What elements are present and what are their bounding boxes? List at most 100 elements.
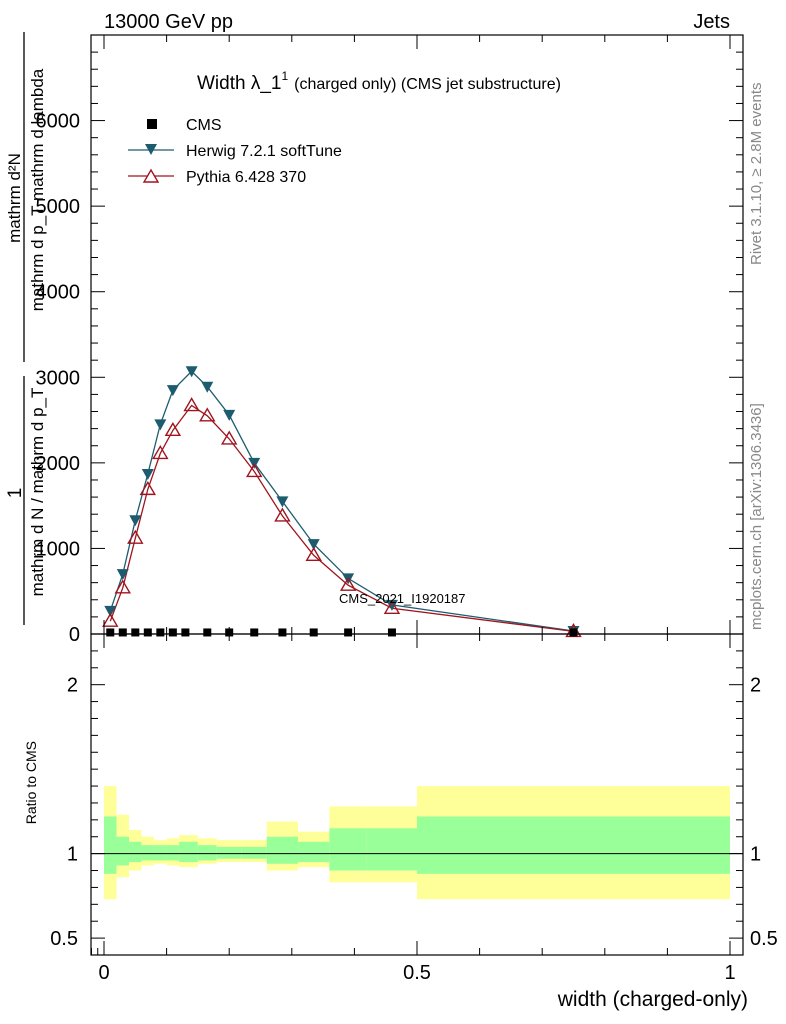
pythia-point [274,507,291,522]
cms-point [181,628,190,637]
pythia-point [305,546,322,561]
cms-point [250,628,259,637]
ratio-band-green [298,841,330,863]
ratio-band-green [166,845,180,861]
pythia-point [183,397,200,412]
x-axis-label: width (charged-only) [557,988,748,1011]
legend: CMS Herwig 7.2.1 softTune Pythia 6.428 3… [128,117,342,186]
legend-label-cms: CMS [186,117,222,134]
legend-label-pythia: Pythia 6.428 370 [186,169,306,186]
legend-label-herwig: Herwig 7.2.1 softTune [186,143,342,160]
pythia-point [127,529,144,544]
chart-subtitle: (charged only) (CMS jet substructure) [294,76,561,93]
ratio-band-green [417,816,730,874]
y-label-frac-den: mathrm d N / mathrm d p_T [28,388,47,597]
x-tick-label: 0.5 [403,962,431,984]
ratio-band-green [154,845,167,861]
pythia-point [164,421,182,437]
ratio-band-green [329,828,367,871]
y-label-top-num: mathrm d²N [5,153,24,243]
pythia-point [152,445,169,460]
legend-marker-herwig [145,144,157,155]
ratio-tick-label-right: 0.5 [750,928,778,950]
x-tick-label: 0 [98,962,109,984]
herwig-point [185,366,198,378]
cms-point [131,628,140,637]
pythia-point [246,463,263,478]
tick-label-group: 0 1000 2000 3000 4000 5000 6000 0 0.5 1 0.5 0.5 1 1 2 2 [36,111,778,984]
y-tick-label: 0 [69,624,80,646]
chart-title: Width λ_11 (charged only) (CMS jet substr… [197,69,561,94]
y-tick-label: 5000 [36,196,81,218]
herwig-point [154,419,167,431]
ratio-band-green [129,841,142,863]
ratio-y-label: Ratio to CMS [23,741,39,824]
data-point-group [102,366,582,638]
herwig-point [141,468,154,480]
ratio-tick-label: 0.5 [50,928,78,950]
x-tick-label: 1 [724,962,735,984]
ratio-tick-label: 1 [67,844,78,866]
y-label-top-den: mathrm d p_T mathrm d lambda [28,68,47,311]
cms-point [387,628,396,637]
y-tick-label: 1000 [36,538,81,560]
tick-group [90,35,743,955]
y-tick-label: 2000 [36,453,81,475]
herwig-point [276,496,289,508]
pythia-point [114,579,131,594]
herwig-point [201,381,214,393]
pythia-point [139,480,157,496]
herwig-point [166,385,179,397]
mcplots-label: mcplots.cern.ch [arXiv:1306.3436] [748,403,765,630]
ratio-band-green [141,845,155,861]
ratio-band-green [366,828,417,871]
cms-point [156,628,165,637]
ratio-tick-label: 2 [67,675,78,697]
header-left: 13000 GeV pp [104,11,233,33]
cms-point [106,628,115,637]
legend-marker-cms [147,119,157,129]
ratio-band-green [104,816,117,874]
pythia-point [102,612,119,627]
legend-marker-pythia [142,168,160,183]
ratio-band-green [197,845,217,861]
herwig-point [307,539,320,551]
cms-point [203,628,212,637]
cms-point [569,628,578,637]
y-axis-label: 1 mathrm d N / mathrm d p_T mathrm d²N m… [5,32,47,625]
y-tick-label: 3000 [36,367,81,389]
chart-title-superscript: 1 [281,69,288,83]
header-right: Jets [693,11,730,33]
herwig-point [223,409,236,421]
y-tick-label: 4000 [36,282,81,304]
herwig-point [385,599,398,611]
pythia-point [220,430,238,445]
pythia-point [383,599,401,615]
ratio-band-green [266,836,299,864]
ratio-band-green [241,846,267,859]
ratio-tick-label-right: 1 [750,844,761,866]
y-tick-label: 6000 [36,111,81,133]
cms-point [344,628,353,637]
y-label-frac-num: 1 [5,488,26,499]
ratio-tick-label-right: 2 [750,675,761,697]
watermark: CMS_2021_I1920187 [339,591,466,606]
pythia-line [109,404,574,633]
pythia-point [339,576,357,591]
pythia-point [199,407,216,422]
chart-title-main: Width λ_1 [197,73,281,94]
ratio-band-green [116,836,130,866]
rivet-version-label: Rivet 3.1.10, ≥ 2.8M events [748,82,765,266]
cms-point [309,628,318,637]
cms-point [168,628,177,637]
ratio-band-group [104,786,730,900]
cms-point [278,628,287,637]
herwig-point [116,569,129,581]
herwig-point [129,515,142,527]
ratio-band-green [216,846,242,859]
cms-point [118,628,127,637]
herwig-point [104,605,117,617]
cms-point [143,628,152,637]
ratio-band-green [179,841,198,863]
